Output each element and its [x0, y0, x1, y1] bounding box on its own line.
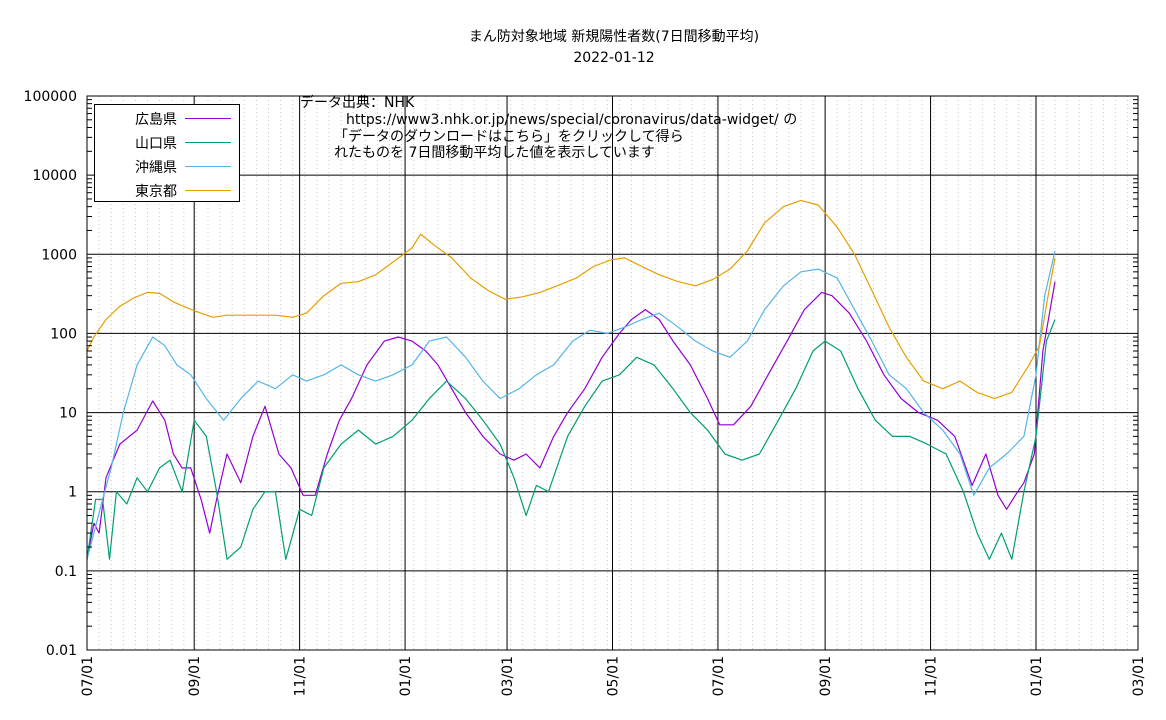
- legend-label: 沖縄県: [135, 160, 177, 176]
- legend-item-yamaguchi: 山口県: [95, 131, 239, 153]
- x-tick-label: 01/01: [1029, 656, 1045, 696]
- source-note-line3: 「データのダウンロードはこちら」をクリックして得ら: [334, 129, 684, 145]
- x-tick-label: 11/01: [924, 656, 940, 696]
- series-layer: [86, 199, 1056, 560]
- legend-item-tokyo: 東京都: [95, 179, 239, 201]
- x-tick-label: 05/01: [606, 656, 622, 696]
- series-line: [86, 281, 1056, 560]
- series-line: [86, 250, 1056, 560]
- y-tick-label: 100000: [24, 89, 77, 105]
- x-tick-label: 01/01: [398, 656, 414, 696]
- x-tick-label: 07/01: [711, 656, 727, 696]
- grid-layer: [86, 95, 1139, 651]
- chart-subtitle: 2022-01-12: [573, 50, 655, 66]
- series-line: [86, 199, 1056, 400]
- legend-swatch: [185, 118, 231, 119]
- y-tick-label: 10: [59, 406, 77, 422]
- legend-label: 東京都: [135, 184, 177, 200]
- legend-label: 広島県: [135, 112, 177, 128]
- legend-item-hiroshima: 広島県: [95, 107, 239, 129]
- axis-layer: 0.01 0.1 1 10 100 1000 10000 100000 07/01 09/01 11…: [24, 89, 1147, 696]
- x-tick-label: 09/01: [187, 656, 203, 696]
- x-tick-label: 03/01: [500, 656, 516, 696]
- y-tick-label: 10000: [32, 168, 77, 184]
- legend-swatch: [185, 190, 231, 191]
- plot-frame: [86, 95, 1139, 651]
- source-note-line2: https://www3.nhk.or.jp/news/special/coro…: [346, 112, 798, 128]
- x-tick-label: 11/01: [293, 656, 309, 696]
- chart-title: まん防対象地域 新規陽性者数(7日間移動平均): [468, 29, 760, 45]
- series-line: [86, 319, 1056, 560]
- legend-swatch: [185, 142, 231, 143]
- legend-swatch: [185, 166, 231, 167]
- x-tick-label: 09/01: [818, 656, 834, 696]
- y-tick-label: 0.1: [55, 564, 77, 580]
- x-tick-label: 03/01: [1131, 656, 1147, 696]
- y-tick-label: 100: [50, 326, 77, 342]
- source-note-line1: データ出典：NHK: [300, 95, 415, 111]
- y-tick-label: 1: [68, 485, 77, 501]
- y-tick-label: 0.01: [46, 643, 77, 659]
- source-note-line4: れたものを 7日間移動平均した値を表示しています: [334, 145, 655, 161]
- y-tick-label: 1000: [41, 247, 77, 263]
- x-tick-label: 07/01: [80, 656, 96, 696]
- legend-item-okinawa: 沖縄県: [95, 155, 239, 177]
- legend-label: 山口県: [135, 136, 177, 152]
- legend: 広島県 山口県 沖縄県 東京都: [94, 104, 240, 202]
